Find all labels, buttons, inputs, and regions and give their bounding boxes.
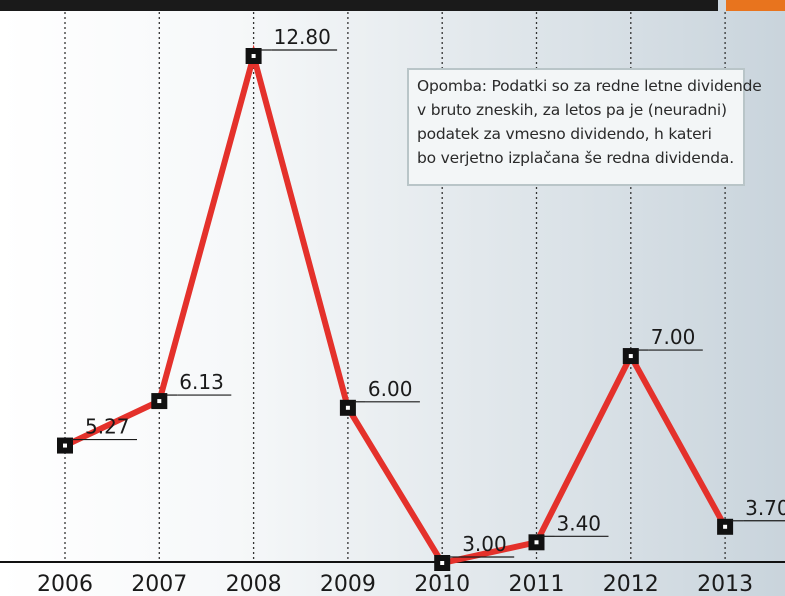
value-label-2009: 6.00 <box>368 377 413 401</box>
x-tick-label-2013: 2013 <box>697 572 753 596</box>
x-tick-label-2008: 2008 <box>226 572 282 596</box>
note-line: Opomba: Podatki so za redne letne divide… <box>417 77 762 95</box>
x-tick-label-2009: 2009 <box>320 572 376 596</box>
x-tick-labels: 2006 2007 2008 2009 2010 2011 2012 2013 <box>37 572 753 596</box>
markers <box>57 48 734 571</box>
note-line: v bruto zneskih, za letos pa je (neuradn… <box>417 101 727 119</box>
data-point-dot-2009 <box>345 405 350 410</box>
data-point-dot-2010 <box>440 561 445 565</box>
data-point-dot-2006 <box>63 443 67 448</box>
data-point-dot-2013 <box>723 524 728 529</box>
x-tick-label-2010: 2010 <box>414 572 470 596</box>
x-tick-label-2012: 2012 <box>603 572 659 596</box>
value-label-2012: 7.00 <box>651 325 696 349</box>
value-label-2006: 5.27 <box>85 415 130 439</box>
x-tick-label-2007: 2007 <box>131 572 187 596</box>
value-label-2010: 3.00 <box>462 532 507 556</box>
value-label-2013: 3.70 <box>745 496 785 520</box>
series-line <box>63 44 728 567</box>
value-label-2011: 3.40 <box>557 511 602 535</box>
note-line: bo verjetno izplačana še redna dividenda… <box>417 149 734 167</box>
value-labels: 5.27 6.13 12.80 6.00 3.00 3.40 7.00 3.70 <box>71 25 785 558</box>
note-line: podatek za vmesno dividendo, h kateri <box>417 125 712 143</box>
top-bar <box>0 0 718 11</box>
note-box: Opomba: Podatki so za redne letne divide… <box>407 68 762 186</box>
accent-corner <box>726 0 785 11</box>
x-tick-label-2006: 2006 <box>37 572 93 596</box>
value-label-2008: 12.80 <box>274 25 331 49</box>
x-tick-label-2011: 2011 <box>509 572 565 596</box>
value-label-2007: 6.13 <box>179 370 224 394</box>
data-point-dot-2008 <box>251 54 256 58</box>
data-point-dot-2007 <box>157 399 162 404</box>
data-point-dot-2012 <box>628 354 633 359</box>
data-point-dot-2011 <box>534 540 539 545</box>
